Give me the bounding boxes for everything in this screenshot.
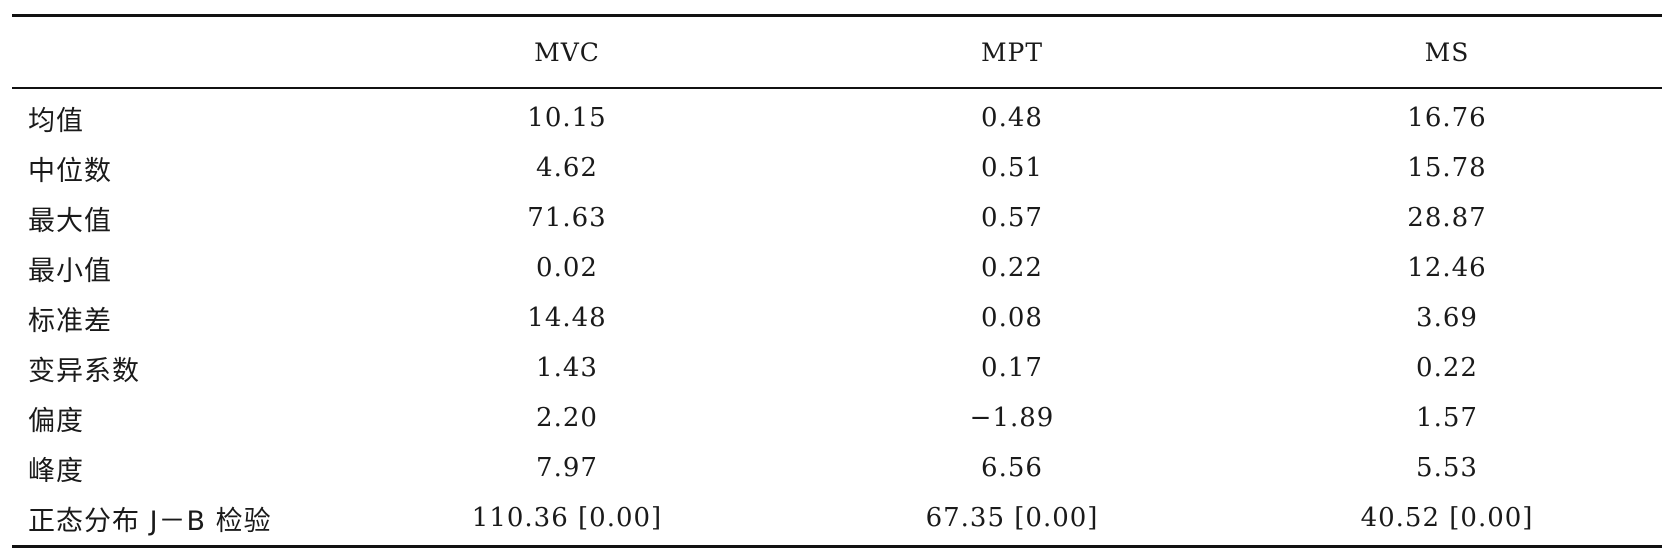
header-ms: MS bbox=[1424, 37, 1470, 67]
table-row-skewness: 偏度 2.20 −1.89 1.57 bbox=[12, 393, 1662, 443]
cell-mvc: 2.20 bbox=[536, 403, 598, 433]
cell-mpt: 0.48 bbox=[981, 103, 1043, 133]
cell-ms: 40.52 [0.00] bbox=[1360, 503, 1534, 533]
cell-ms: 1.57 bbox=[1416, 403, 1478, 433]
table-row-max: 最大值 71.63 0.57 28.87 bbox=[12, 193, 1662, 243]
table-row-median: 中位数 4.62 0.51 15.78 bbox=[12, 143, 1662, 193]
table-body: 均值 10.15 0.48 16.76 中位数 4.62 0.51 15.78 … bbox=[12, 89, 1662, 545]
row-label: 最大值 bbox=[28, 205, 112, 237]
table-row-std: 标准差 14.48 0.08 3.69 bbox=[12, 293, 1662, 343]
cell-mvc: 4.62 bbox=[536, 153, 598, 183]
cell-mpt: 0.17 bbox=[981, 353, 1043, 383]
header-mpt: MPT bbox=[980, 37, 1044, 67]
cell-mvc: 10.15 bbox=[527, 103, 607, 133]
row-label: 标准差 bbox=[28, 305, 112, 337]
table-row-mean: 均值 10.15 0.48 16.76 bbox=[12, 93, 1662, 143]
cell-mvc: 110.36 [0.00] bbox=[471, 503, 663, 533]
table-row-min: 最小值 0.02 0.22 12.46 bbox=[12, 243, 1662, 293]
cell-mvc: 7.97 bbox=[536, 453, 598, 483]
cell-mpt: −1.89 bbox=[969, 403, 1055, 433]
cell-ms: 3.69 bbox=[1416, 303, 1478, 333]
table-row-jb-test: 正态分布 J－B 检验 110.36 [0.00] 67.35 [0.00] 4… bbox=[12, 493, 1662, 543]
cell-mpt: 0.08 bbox=[981, 303, 1043, 333]
cell-ms: 15.78 bbox=[1407, 153, 1487, 183]
cell-mpt: 67.35 [0.00] bbox=[925, 503, 1099, 533]
header-rule bbox=[12, 87, 1662, 89]
cell-mpt: 0.22 bbox=[981, 253, 1043, 283]
row-label: 均值 bbox=[28, 105, 84, 137]
cell-mvc: 14.48 bbox=[527, 303, 607, 333]
cell-mpt: 0.57 bbox=[981, 203, 1043, 233]
row-label: 中位数 bbox=[28, 155, 112, 187]
cell-ms: 0.22 bbox=[1416, 353, 1478, 383]
cell-mvc: 1.43 bbox=[536, 353, 598, 383]
cell-ms: 28.87 bbox=[1407, 203, 1487, 233]
row-label: 偏度 bbox=[28, 405, 84, 437]
table-header-row: MVC MPT MS bbox=[12, 17, 1662, 87]
cell-mpt: 6.56 bbox=[981, 453, 1043, 483]
cell-mvc: 0.02 bbox=[536, 253, 598, 283]
table-row-kurtosis: 峰度 7.97 6.56 5.53 bbox=[12, 443, 1662, 493]
cell-ms: 12.46 bbox=[1407, 253, 1487, 283]
cell-mpt: 0.51 bbox=[981, 153, 1043, 183]
cell-ms: 5.53 bbox=[1416, 453, 1478, 483]
row-label: 峰度 bbox=[28, 455, 84, 487]
row-label: 正态分布 J－B 检验 bbox=[28, 505, 272, 537]
cell-mvc: 71.63 bbox=[527, 203, 607, 233]
cell-ms: 16.76 bbox=[1407, 103, 1487, 133]
row-label: 最小值 bbox=[28, 255, 112, 287]
row-label: 变异系数 bbox=[28, 355, 140, 387]
table-row-cv: 变异系数 1.43 0.17 0.22 bbox=[12, 343, 1662, 393]
statistics-table: MVC MPT MS 均值 10.15 0.48 16.76 中位数 4.62 … bbox=[12, 14, 1662, 548]
top-rule bbox=[12, 14, 1662, 17]
header-mvc: MVC bbox=[534, 37, 600, 67]
